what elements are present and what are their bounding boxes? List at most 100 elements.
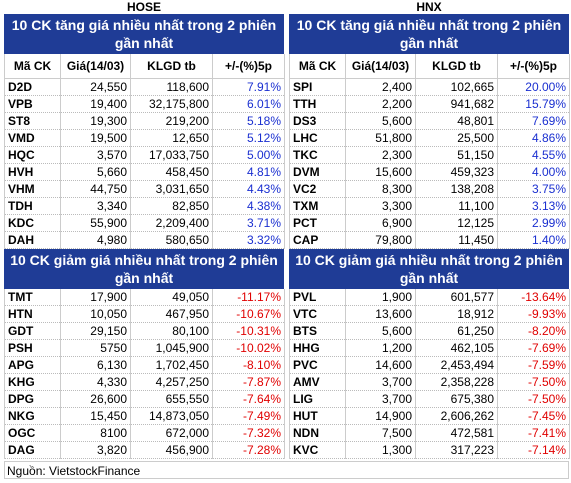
column-header: Giá(14/03) (60, 54, 131, 79)
change: 3.75% (497, 180, 570, 198)
change: -10.02% (212, 339, 285, 357)
ticker: VPB (4, 95, 61, 113)
column-header: KLGD tb (130, 54, 213, 79)
price: 5750 (60, 339, 131, 357)
price: 1,300 (345, 441, 416, 459)
stock-row: BTS 5,600 61,250 -8.20% (289, 322, 570, 340)
ticker: DAG (4, 441, 61, 459)
ticker: AMV (289, 373, 346, 391)
volume: 82,850 (130, 197, 213, 215)
stock-row: TMT 17,900 49,050 -11.17% (4, 288, 285, 306)
price: 1,900 (345, 288, 416, 306)
change: 3.13% (497, 197, 570, 215)
price: 44,750 (60, 180, 131, 198)
price: 3,700 (345, 373, 416, 391)
volume: 2,209,400 (130, 214, 213, 232)
volume: 4,257,250 (130, 373, 213, 391)
stock-row: LIG 3,700 675,380 -7.50% (289, 390, 570, 408)
volume: 580,650 (130, 231, 213, 249)
change: 2.99% (497, 214, 570, 232)
volume: 118,600 (130, 78, 213, 96)
stock-row: HVH 5,660 458,450 4.81% (4, 163, 285, 181)
section-title: 10 CK tăng giá nhiều nhất trong 2 phiên … (4, 14, 284, 54)
source: Nguồn: VietstockFinance (4, 461, 569, 479)
ticker: KVC (289, 441, 346, 459)
price: 19,300 (60, 112, 131, 130)
price: 3,700 (345, 390, 416, 408)
change: -13.64% (497, 288, 570, 306)
change: 1.40% (497, 231, 570, 249)
stock-row: PSH 5750 1,045,900 -10.02% (4, 339, 285, 357)
change: 4.38% (212, 197, 285, 215)
stock-row: DAH 4,980 580,650 3.32% (4, 231, 285, 249)
price: 79,800 (345, 231, 416, 249)
stock-row: KHG 4,330 4,257,250 -7.87% (4, 373, 285, 391)
stock-row: VMD 19,500 12,650 5.12% (4, 129, 285, 147)
stock-table: TMT 17,900 49,050 -11.17% HTN 10,050 467,950 -1… (4, 288, 285, 459)
volume: 941,682 (415, 95, 498, 113)
volume: 601,577 (415, 288, 498, 306)
volume: 2,453,494 (415, 356, 498, 374)
ticker: HTN (4, 305, 61, 323)
change: -7.49% (212, 407, 285, 425)
stock-row: HHG 1,200 462,105 -7.69% (289, 339, 570, 357)
stock-row: NDN 7,500 472,581 -7.41% (289, 424, 570, 442)
stock-row: HUT 14,900 2,606,262 -7.45% (289, 407, 570, 425)
change: -10.67% (212, 305, 285, 323)
stock-row: DS3 5,600 48,801 7.69% (289, 112, 570, 130)
ticker: PVL (289, 288, 346, 306)
ticker: TTH (289, 95, 346, 113)
stock-row: TXM 3,300 11,100 3.13% (289, 197, 570, 215)
price: 8100 (60, 424, 131, 442)
stock-row: TKC 2,300 51,150 4.55% (289, 146, 570, 164)
volume: 472,581 (415, 424, 498, 442)
ticker: DAH (4, 231, 61, 249)
price: 6,130 (60, 356, 131, 374)
stock-row: KVC 1,300 317,223 -7.14% (289, 441, 570, 459)
panel: HNX 10 CK tăng giá nhiều nhất trong 2 phi… (289, 0, 570, 459)
price: 3,570 (60, 146, 131, 164)
change: -7.14% (497, 441, 570, 459)
price: 3,300 (345, 197, 416, 215)
price: 19,400 (60, 95, 131, 113)
ticker: LHC (289, 129, 346, 147)
ticker: DVM (289, 163, 346, 181)
price: 13,600 (345, 305, 416, 323)
ticker: LIG (289, 390, 346, 408)
price: 3,340 (60, 197, 131, 215)
section-title: 10 CK tăng giá nhiều nhất trong 2 phiên … (289, 14, 569, 54)
volume: 675,380 (415, 390, 498, 408)
volume: 14,873,050 (130, 407, 213, 425)
ticker: ST8 (4, 112, 61, 130)
stock-row: TTH 2,200 941,682 15.79% (289, 95, 570, 113)
stock-row: HQC 3,570 17,033,750 5.00% (4, 146, 285, 164)
volume: 12,125 (415, 214, 498, 232)
ticker: PVC (289, 356, 346, 374)
stock-row: HTN 10,050 467,950 -10.67% (4, 305, 285, 323)
ticker: KDC (4, 214, 61, 232)
price: 3,820 (60, 441, 131, 459)
stock-row: VC2 8,300 138,208 3.75% (289, 180, 570, 198)
stock-row: ST8 19,300 219,200 5.18% (4, 112, 285, 130)
exchange-label: HOSE (126, 0, 161, 14)
price: 8,300 (345, 180, 416, 198)
change: -7.32% (212, 424, 285, 442)
stock-row: D2D 24,550 118,600 7.91% (4, 78, 285, 96)
column-header: +/-(%)5p (212, 54, 285, 79)
section-title: 10 CK giảm giá nhiều nhất trong 2 phiên … (289, 248, 569, 289)
ticker: BTS (289, 322, 346, 340)
volume: 12,650 (130, 129, 213, 147)
change: -7.50% (497, 373, 570, 391)
change: -8.10% (212, 356, 285, 374)
change: 4.00% (497, 163, 570, 181)
ticker: HVH (4, 163, 61, 181)
volume: 61,250 (415, 322, 498, 340)
column-header: KLGD tb (415, 54, 498, 79)
price: 2,200 (345, 95, 416, 113)
stock-row: DPG 26,600 655,550 -7.64% (4, 390, 285, 408)
stock-row: VHM 44,750 3,031,650 4.43% (4, 180, 285, 198)
stock-table: Mã CK Giá(14/03) KLGD tb +/-(%)5p SPI 2,400 10… (289, 54, 570, 249)
price: 10,050 (60, 305, 131, 323)
ticker: DS3 (289, 112, 346, 130)
stock-row: CAP 79,800 11,450 1.40% (289, 231, 570, 249)
